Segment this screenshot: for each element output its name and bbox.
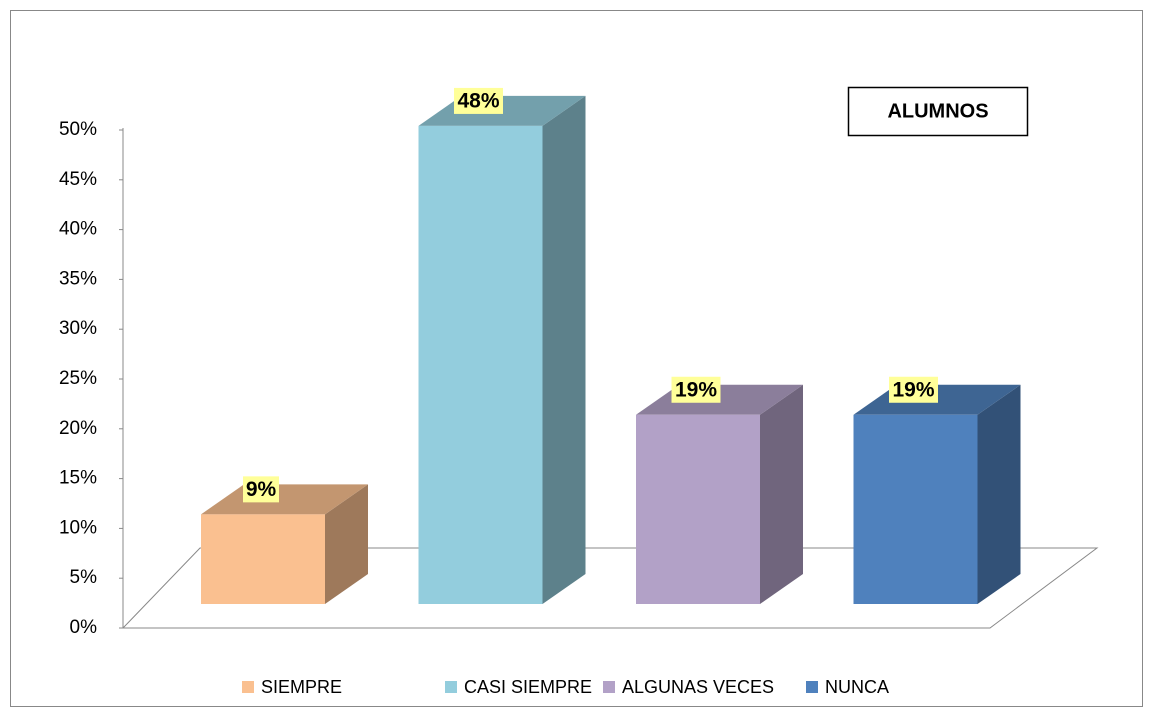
value-label-bg xyxy=(243,476,279,503)
y-tick-label: 50% xyxy=(59,119,97,140)
legend-swatch xyxy=(806,681,818,693)
bar xyxy=(201,514,325,604)
y-tick-label: 5% xyxy=(70,567,98,588)
y-tick-label: 35% xyxy=(59,268,97,289)
value-label-bg xyxy=(671,376,721,403)
value-label: 48% xyxy=(457,89,499,112)
bar xyxy=(853,414,978,604)
legend-label: ALGUNAS VECES xyxy=(622,677,774,697)
y-tick-label: 25% xyxy=(59,368,97,389)
legend-swatch xyxy=(445,681,457,693)
bar-side xyxy=(760,384,803,604)
y-tick-label: 40% xyxy=(59,219,97,240)
value-label: 19% xyxy=(892,378,934,401)
value-label: 19% xyxy=(675,378,717,401)
chart-title: ALUMNOS xyxy=(887,100,988,122)
y-tick-label: 30% xyxy=(59,318,97,339)
bar-side xyxy=(325,484,368,604)
y-tick-label: 45% xyxy=(59,169,97,190)
value-label-bg xyxy=(454,87,503,114)
bar-top xyxy=(201,484,368,515)
legend-label: SIEMPRE xyxy=(261,677,342,697)
bar-side xyxy=(977,384,1021,604)
floor xyxy=(121,547,1099,629)
legend-swatch xyxy=(242,681,254,693)
y-tick-label: 20% xyxy=(59,418,97,439)
legend-label: NUNCA xyxy=(825,677,889,697)
title-box xyxy=(847,86,1029,137)
value-label: 9% xyxy=(246,478,277,501)
y-tick-label: 0% xyxy=(70,617,98,638)
legend-swatch xyxy=(603,681,615,693)
legend-label: CASI SIEMPRE xyxy=(464,677,592,697)
y-tick-label: 15% xyxy=(59,468,97,489)
value-label-bg xyxy=(889,376,938,403)
bar xyxy=(418,125,543,605)
bar xyxy=(636,414,760,604)
y-tick-label: 10% xyxy=(59,517,97,538)
bar-side xyxy=(542,95,586,605)
